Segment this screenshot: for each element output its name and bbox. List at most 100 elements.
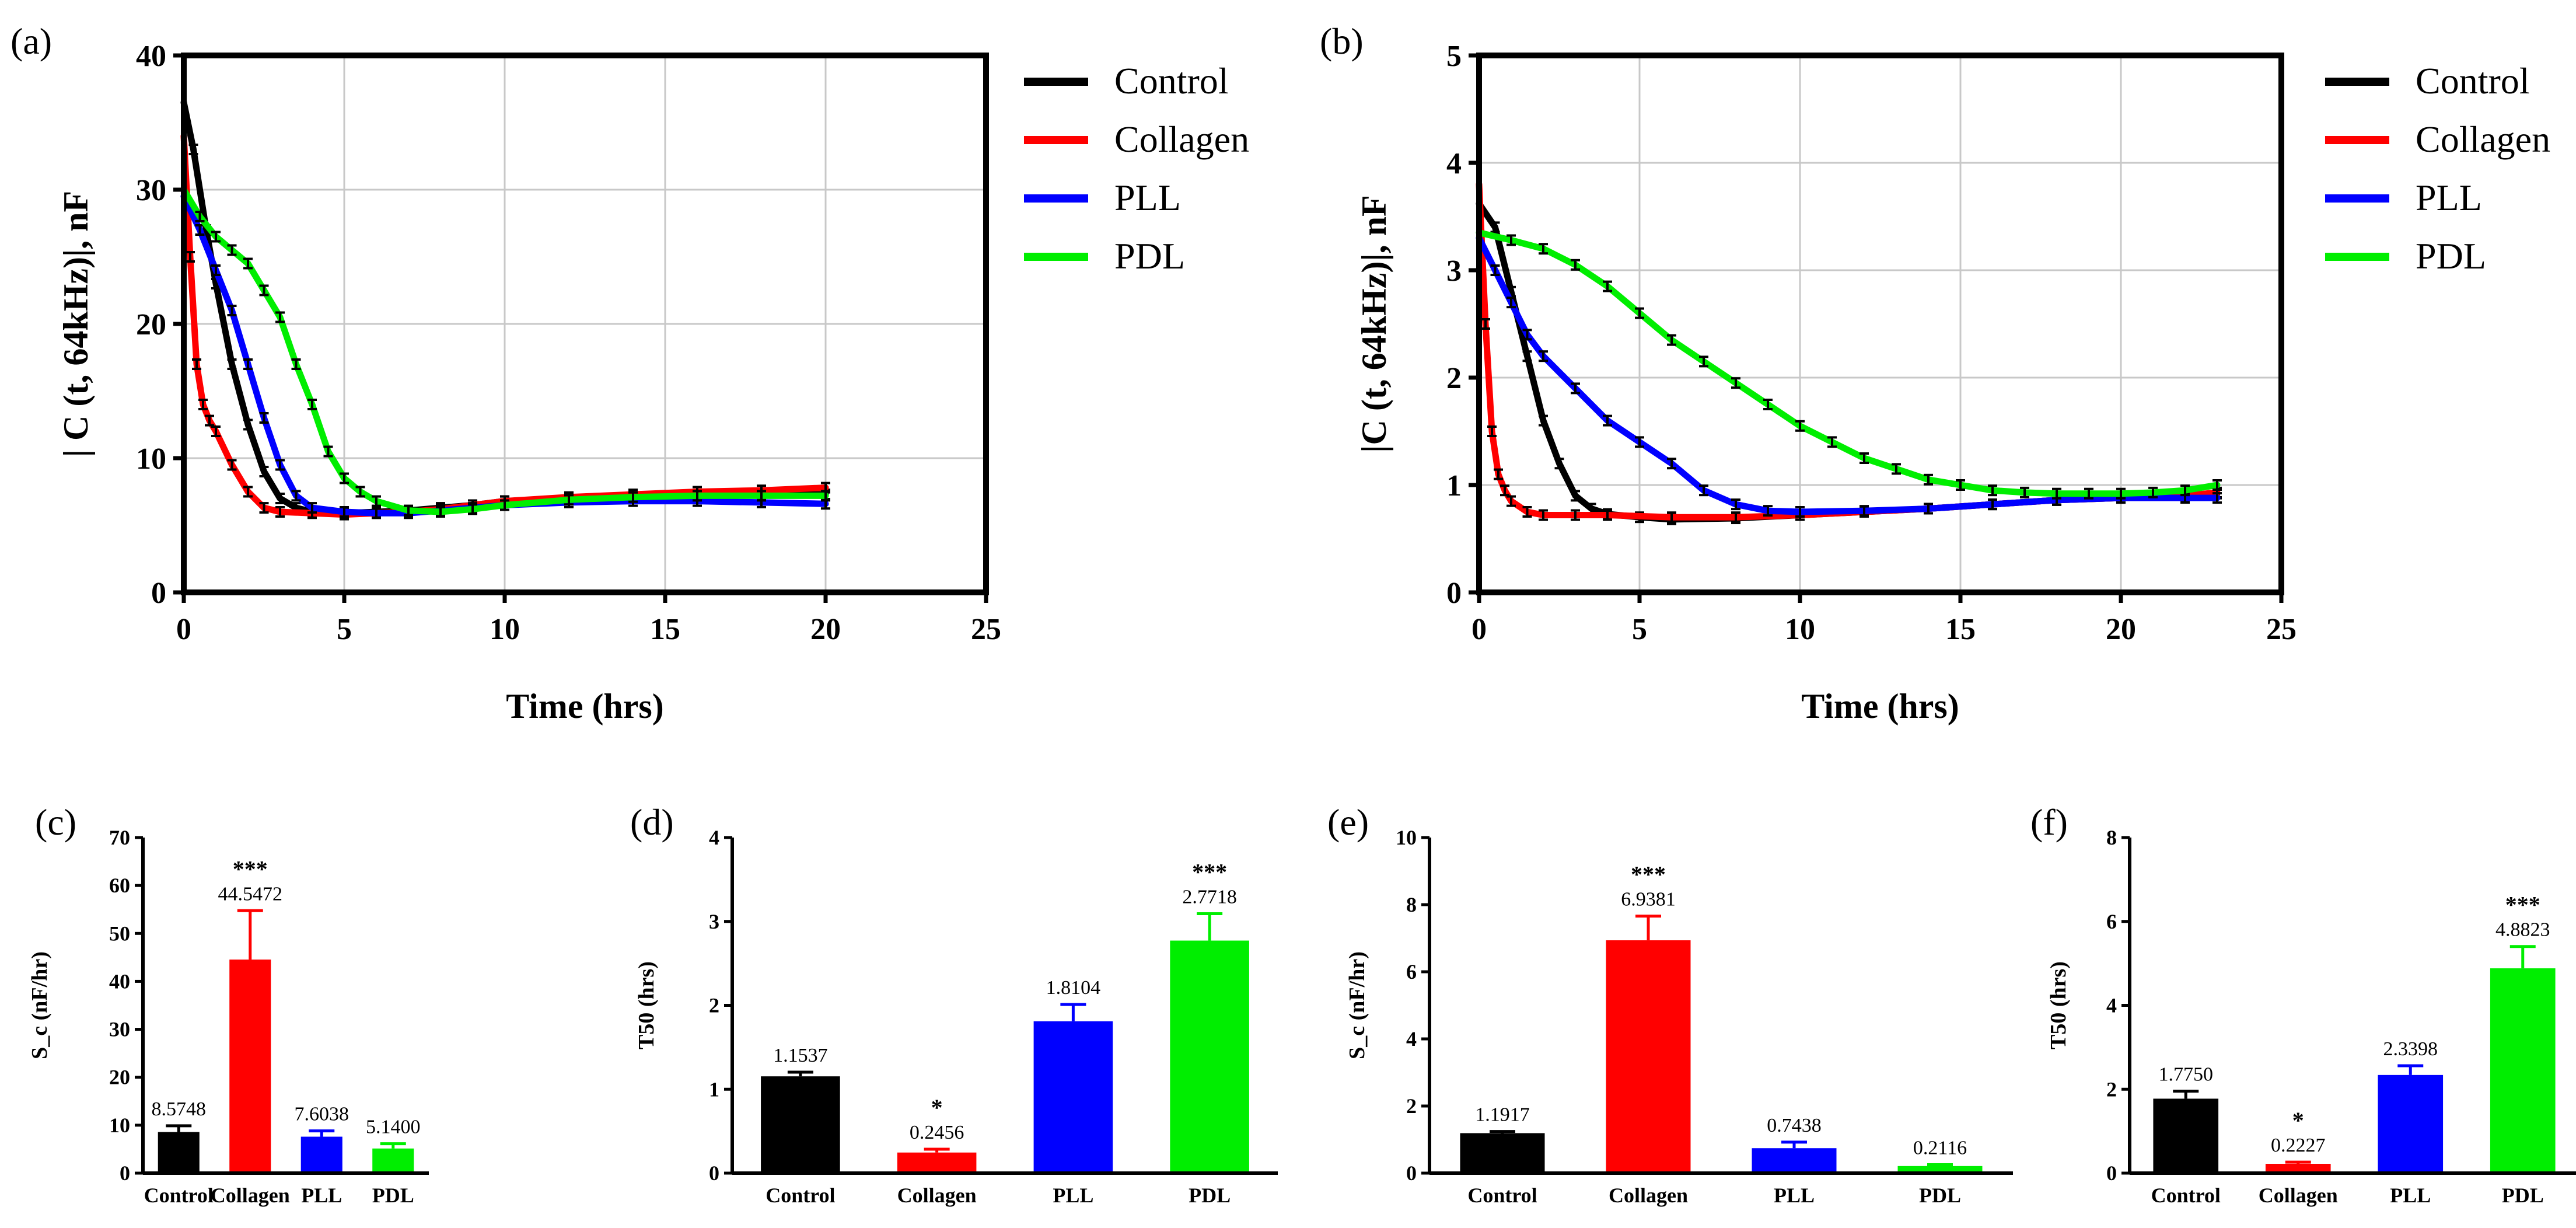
category-label-pll: PLL	[1774, 1184, 1815, 1207]
bar-pll	[1033, 1021, 1113, 1173]
y-tick-label: 0	[1446, 577, 1462, 610]
panel-letter: (a)	[11, 20, 52, 62]
legend-label-collagen: Collagen	[1114, 118, 1249, 160]
y-tick-label: 6	[2106, 910, 2117, 933]
y-tick-label: 0	[2106, 1161, 2117, 1185]
y-axis-title: S_c (nF/hr)	[1345, 951, 1369, 1059]
bar-pll	[300, 1136, 342, 1173]
series-line-pdl	[180, 186, 829, 515]
bar-pll	[1752, 1148, 1837, 1173]
category-label-control: Control	[766, 1184, 835, 1207]
y-tick-label: 60	[109, 874, 130, 897]
bar-pdl	[1897, 1166, 1983, 1173]
x-axis-title: Time (hrs)	[1801, 687, 1959, 725]
y-tick-label: 40	[136, 40, 166, 73]
x-tick-label: 25	[2266, 613, 2297, 646]
y-tick-label: 6	[1406, 960, 1417, 983]
panel-letter: (e)	[1327, 801, 1369, 843]
significance-collagen: *	[931, 1094, 943, 1121]
line-chart-a: (a) 0 5 10 15 20 25 0 10 20 30 40 Time (hrs) | C (t, …	[11, 20, 1249, 725]
y-tick-label: 30	[109, 1018, 130, 1041]
significance-pdl: ***	[2505, 892, 2540, 918]
y-tick-label: 5	[1446, 40, 1462, 73]
y-axis-title: S_c (nF/hr)	[27, 951, 52, 1059]
legend-label-control: Control	[1114, 60, 1229, 102]
value-label-pdl: 4.8823	[2495, 919, 2550, 941]
significance-pdl: ***	[1192, 859, 1227, 885]
series-line-control	[1476, 200, 2221, 523]
y-tick-label: 0	[120, 1161, 130, 1185]
x-tick-label: 0	[176, 613, 191, 646]
value-label-pll: 1.8104	[1046, 977, 1101, 999]
bar-chart-e: (e) 1.1917 Control 6.9381*** Collagen 0.7438 P…	[1327, 801, 2013, 1207]
x-tick-label: 5	[1632, 613, 1647, 646]
series-line-pdl	[1476, 229, 2221, 497]
y-tick-label: 0	[151, 577, 166, 610]
x-tick-label: 20	[2106, 613, 2136, 646]
legend-label-pdl: PDL	[2416, 235, 2486, 277]
value-label-control: 8.5748	[152, 1098, 207, 1120]
significance-collagen: ***	[1631, 861, 1666, 888]
series-line-collagen	[1476, 181, 2221, 521]
x-tick-label: 5	[337, 613, 352, 646]
y-tick-label: 0	[1406, 1161, 1417, 1185]
significance-collagen: *	[2292, 1107, 2304, 1133]
y-tick-label: 70	[109, 826, 130, 849]
value-label-pdl: 0.2116	[1913, 1138, 1967, 1159]
plot-frame	[1476, 53, 2284, 595]
y-tick-label: 4	[2106, 994, 2117, 1017]
y-tick-label: 1	[1446, 469, 1462, 503]
value-label-control: 1.1917	[1475, 1104, 1530, 1126]
y-tick-label: 4	[1406, 1027, 1417, 1051]
bar-control	[158, 1132, 200, 1173]
bar-control	[761, 1076, 840, 1173]
y-axis-title: |C (t, 64kHz)|, nF	[1355, 195, 1393, 452]
category-label-collagen: Collagen	[211, 1184, 290, 1207]
y-tick-label: 30	[136, 174, 166, 207]
y-tick-label: 8	[2106, 826, 2117, 849]
series-line-pll	[1476, 235, 2221, 515]
y-tick-label: 1	[709, 1077, 719, 1101]
bar-chart-c: (c) 8.5748 Control 44.5472*** Collagen 7.6038…	[27, 801, 429, 1207]
category-label-collagen: Collagen	[2259, 1184, 2338, 1207]
value-label-control: 1.7750	[2159, 1063, 2214, 1085]
value-label-pll: 0.7438	[1767, 1115, 1822, 1136]
bar-control	[2153, 1098, 2219, 1173]
legend-label-pll: PLL	[2416, 177, 2482, 218]
value-label-control: 1.1537	[773, 1045, 828, 1066]
y-tick-label: 0	[709, 1161, 719, 1185]
bar-collagen	[1606, 940, 1691, 1173]
y-tick-label: 50	[109, 922, 130, 945]
legend-label-collagen: Collagen	[2416, 118, 2550, 160]
series-line-pll	[180, 193, 829, 517]
category-label-pdl: PDL	[1919, 1184, 1961, 1207]
panel-letter: (f)	[2030, 801, 2068, 843]
line-chart-b: (b) 0 5 10 15 20 25 0 1 2 3 4 5 Time (hrs) |C (t, 64kH…	[1320, 20, 2550, 725]
y-tick-label: 8	[1406, 893, 1417, 916]
x-tick-label: 10	[490, 613, 520, 646]
category-label-collagen: Collagen	[1609, 1184, 1688, 1207]
category-label-pdl: PDL	[372, 1184, 414, 1207]
value-label-pdl: 5.1400	[366, 1117, 421, 1138]
x-tick-label: 15	[650, 613, 680, 646]
y-axis-title: | C (t, 64kHz)|, nF	[57, 191, 95, 457]
bar-control	[1460, 1133, 1545, 1173]
x-tick-label: 15	[1945, 613, 1976, 646]
value-label-collagen: 44.5472	[218, 883, 283, 905]
category-label-control: Control	[1467, 1184, 1537, 1207]
x-tick-label: 20	[810, 613, 841, 646]
bar-chart-f: (f) 1.7750 Control 0.2227* Collagen 2.3398 PLL…	[2030, 801, 2576, 1207]
category-label-pdl: PDL	[1189, 1184, 1231, 1207]
bar-collagen	[2265, 1163, 2331, 1173]
y-tick-label: 4	[709, 826, 719, 849]
legend-label-control: Control	[2416, 60, 2530, 102]
y-tick-label: 10	[1396, 826, 1417, 849]
panel-letter: (c)	[35, 801, 76, 843]
y-tick-label: 20	[136, 308, 166, 341]
value-label-pll: 7.6038	[295, 1104, 349, 1125]
bar-collagen	[229, 960, 271, 1173]
y-tick-label: 2	[709, 994, 719, 1017]
bar-pdl	[1170, 940, 1249, 1173]
panel-letter: (b)	[1320, 20, 1364, 62]
